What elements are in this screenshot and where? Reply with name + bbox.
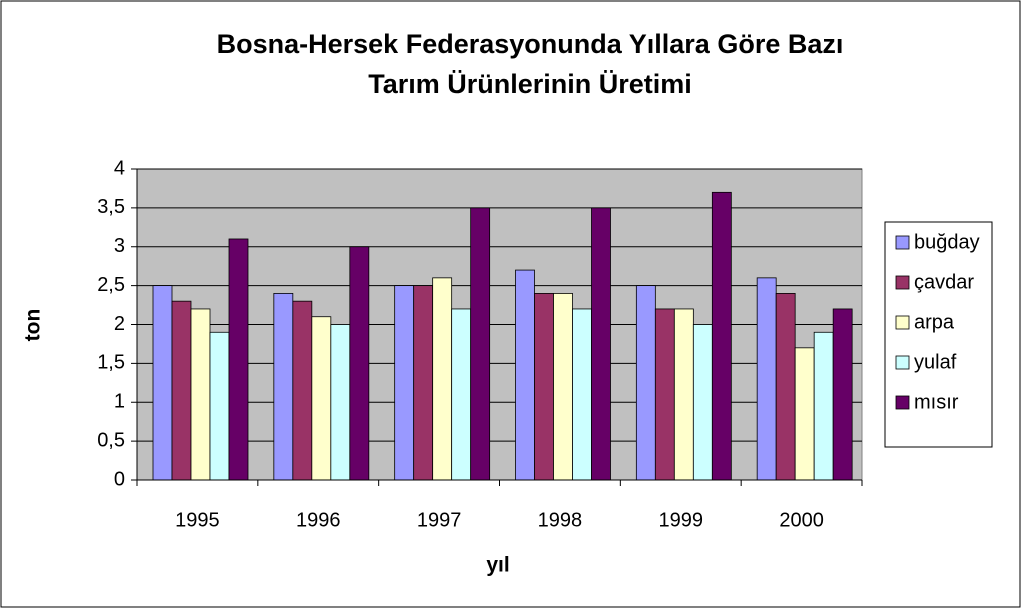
y-tick-label: 0,5 — [97, 429, 125, 451]
bar — [292, 300, 313, 481]
bar — [209, 331, 230, 481]
y-tick-label: 1 — [114, 391, 125, 413]
bar — [813, 331, 834, 481]
bar — [470, 207, 491, 481]
bar — [711, 191, 732, 481]
legend-label: mısır — [914, 391, 959, 413]
legend-label: çavdar — [914, 271, 974, 293]
legend-label: arpa — [914, 311, 955, 333]
legend-swatch — [895, 395, 910, 410]
legend-swatch — [895, 235, 910, 250]
bar — [171, 300, 192, 481]
bar — [553, 292, 573, 481]
x-tick-label: 1996 — [296, 509, 341, 531]
legend-swatch — [895, 275, 910, 290]
bar — [534, 292, 554, 481]
y-tick-label: 0 — [114, 468, 125, 490]
y-tick-label: 1,5 — [97, 352, 125, 374]
bar — [692, 324, 713, 481]
legend-swatch — [895, 355, 910, 370]
bar — [515, 269, 535, 481]
bar — [273, 292, 294, 481]
x-axis-title: yıl — [486, 554, 509, 577]
x-tick-label: 1995 — [175, 509, 220, 531]
chart-title: Tarım Ürünlerinin Üretimi — [368, 69, 692, 99]
bar — [413, 285, 434, 481]
chart-title: Bosna-Hersek Federasyonunda Yıllara Göre… — [217, 29, 844, 59]
bar — [432, 277, 453, 481]
x-tick-label: 1999 — [659, 509, 704, 531]
bar — [311, 316, 332, 481]
bar — [673, 308, 694, 481]
x-tick-label: 2000 — [779, 509, 824, 531]
y-axis-title: ton — [22, 309, 45, 342]
legend-box — [884, 221, 993, 448]
bar — [832, 308, 853, 481]
bar — [591, 207, 611, 481]
y-tick-label: 4 — [114, 157, 125, 179]
bar — [349, 246, 370, 481]
y-tick-label: 3 — [114, 235, 125, 257]
bar — [152, 285, 173, 481]
bar — [794, 347, 815, 481]
bar — [635, 285, 656, 481]
bar — [330, 324, 351, 481]
x-tick-label: 1998 — [538, 509, 583, 531]
legend-label: buğday — [914, 231, 980, 253]
bar — [756, 277, 777, 481]
legend-swatch — [895, 315, 910, 330]
bar — [394, 285, 415, 481]
bar — [775, 292, 796, 481]
y-tick-label: 3,5 — [97, 196, 125, 218]
legend-label: yulaf — [914, 351, 957, 373]
bar — [654, 308, 675, 481]
y-tick-label: 2,5 — [97, 274, 125, 296]
bar — [451, 308, 472, 481]
bar — [228, 238, 249, 481]
x-tick-label: 1997 — [417, 509, 462, 531]
bar — [572, 308, 592, 481]
bar — [190, 308, 211, 481]
y-tick-label: 2 — [114, 313, 125, 335]
